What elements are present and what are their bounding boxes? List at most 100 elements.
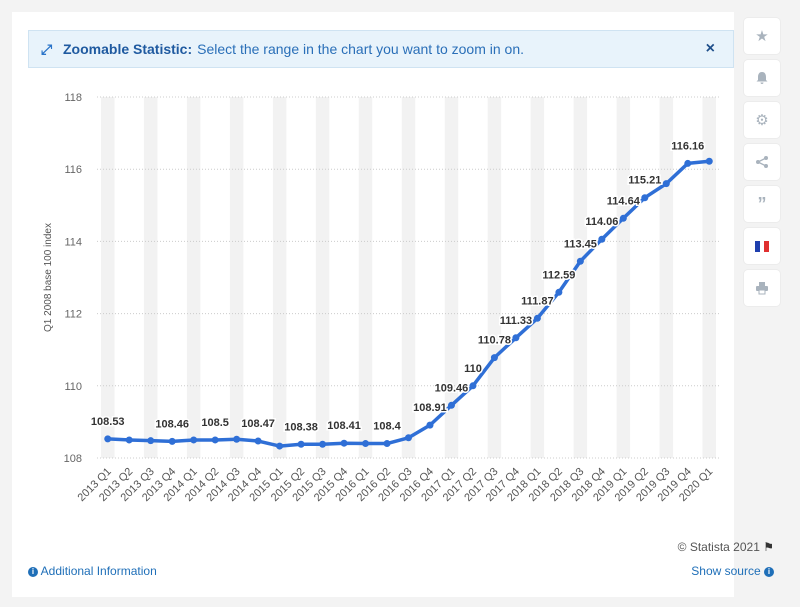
data-label: 111.87 xyxy=(521,295,553,307)
data-point[interactable] xyxy=(469,382,477,390)
info-icon: i xyxy=(764,566,774,577)
y-tick-label: 118 xyxy=(64,92,82,104)
data-point[interactable] xyxy=(276,442,284,450)
data-point[interactable] xyxy=(383,440,391,448)
bell-icon xyxy=(756,72,768,84)
flag-report-icon[interactable]: ⚑ xyxy=(763,540,774,554)
star-icon: ★ xyxy=(755,28,769,45)
data-label: 116.16 xyxy=(671,140,704,152)
data-point[interactable] xyxy=(490,354,498,362)
additional-info-link[interactable]: i Additional Information xyxy=(28,564,157,578)
banner-title: Zoomable Statistic: xyxy=(63,41,193,57)
print-button[interactable] xyxy=(744,270,780,306)
data-label: 109.46 xyxy=(435,382,469,394)
expand-arrows-icon: ⤢ xyxy=(41,41,53,57)
band-28 xyxy=(702,97,716,458)
data-point[interactable] xyxy=(340,439,348,447)
data-point[interactable] xyxy=(533,314,541,322)
sidebar-toolbar: ★ ⚙ ” xyxy=(744,18,780,312)
band-10 xyxy=(315,97,330,458)
data-label: 110.78 xyxy=(478,335,511,347)
band-18 xyxy=(487,97,502,458)
band-22 xyxy=(573,97,588,458)
data-label: 113.45 xyxy=(564,238,597,250)
data-label: 111.33 xyxy=(500,315,532,327)
chart-card xyxy=(12,12,734,597)
data-point[interactable] xyxy=(233,435,241,443)
band-20 xyxy=(530,97,545,458)
data-point[interactable] xyxy=(211,436,219,444)
copyright-text: © Statista 2021 xyxy=(677,540,760,554)
data-point[interactable] xyxy=(405,434,412,442)
data-point[interactable] xyxy=(125,436,133,444)
line-chart[interactable]: 108 110 112 114 116 118 Q1 2008 base 100 inde… xyxy=(0,0,740,530)
y-axis-label: Q1 2008 base 100 index xyxy=(43,223,54,332)
print-icon xyxy=(756,282,768,295)
quote-icon: ” xyxy=(757,193,767,214)
data-point[interactable] xyxy=(254,437,262,445)
data-point[interactable] xyxy=(147,437,155,445)
data-label: 110 xyxy=(464,363,482,375)
data-point[interactable] xyxy=(362,440,370,448)
data-points xyxy=(104,157,713,450)
band-12 xyxy=(358,97,373,458)
data-point[interactable] xyxy=(104,435,112,443)
y-tick-label: 116 xyxy=(64,164,82,176)
data-point[interactable] xyxy=(555,288,563,296)
data-label: 108.91 xyxy=(413,402,447,414)
cite-button[interactable]: ” xyxy=(744,186,780,222)
y-tick-label: 108 xyxy=(64,453,82,465)
band-24 xyxy=(616,97,631,458)
copyright: © Statista 2021 ⚑ xyxy=(678,540,774,554)
band-4 xyxy=(186,97,201,458)
close-banner-button[interactable]: × xyxy=(705,40,715,57)
additional-info-label: Additional Information xyxy=(40,564,157,578)
notification-button[interactable] xyxy=(744,60,780,96)
y-tick-label: 114 xyxy=(64,236,82,248)
y-tick-label: 112 xyxy=(64,309,82,321)
data-point[interactable] xyxy=(641,194,649,202)
data-point[interactable] xyxy=(190,436,198,444)
data-label: 108.5 xyxy=(201,417,229,429)
band-2 xyxy=(143,97,158,458)
info-icon: i xyxy=(28,566,38,577)
data-label: 108.38 xyxy=(284,421,318,433)
data-point[interactable] xyxy=(684,159,692,167)
y-axis-ticks: 108 110 112 114 116 118 xyxy=(64,92,82,465)
settings-button[interactable]: ⚙ xyxy=(744,102,780,138)
share-icon xyxy=(756,156,768,168)
gear-icon: ⚙ xyxy=(755,112,769,129)
data-point[interactable] xyxy=(662,180,670,188)
data-point[interactable] xyxy=(598,235,606,243)
data-point[interactable] xyxy=(319,440,327,448)
data-label: 108.53 xyxy=(91,416,125,428)
data-label: 108.46 xyxy=(155,418,189,430)
data-label: 115.21 xyxy=(628,175,661,187)
french-flag-icon xyxy=(755,240,770,252)
share-button[interactable] xyxy=(744,144,780,180)
data-point[interactable] xyxy=(426,421,434,429)
data-label: 108.47 xyxy=(241,418,275,430)
data-point[interactable] xyxy=(447,401,455,409)
show-source-link[interactable]: Show source i xyxy=(691,564,774,578)
banner-text: Select the range in the chart you want t… xyxy=(197,41,525,57)
data-label: 108.41 xyxy=(327,420,361,432)
data-point[interactable] xyxy=(297,440,305,448)
data-label: 114.64 xyxy=(607,195,641,207)
data-label: 112.59 xyxy=(542,269,575,281)
data-point[interactable] xyxy=(576,257,584,265)
zoom-banner: ⤢ Zoomable Statistic: Select the range i… xyxy=(28,30,734,68)
language-button[interactable] xyxy=(744,228,780,264)
band-14 xyxy=(401,97,416,458)
band-8 xyxy=(272,97,287,458)
band-0 xyxy=(101,97,115,458)
background-bands xyxy=(101,97,716,458)
data-label: 108.4 xyxy=(373,421,401,433)
band-6 xyxy=(229,97,244,458)
data-point[interactable] xyxy=(512,334,520,342)
data-point[interactable] xyxy=(168,437,176,445)
data-point[interactable] xyxy=(619,214,627,222)
data-labels: 108.53 108.46 108.5 108.47 108.38 108.41 108.4… xyxy=(89,139,705,435)
favorite-button[interactable]: ★ xyxy=(744,18,780,54)
data-point[interactable] xyxy=(705,157,713,165)
